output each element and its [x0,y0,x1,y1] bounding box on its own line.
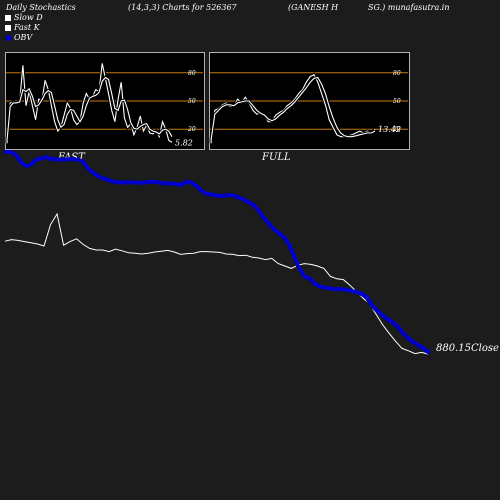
full-fast-k-outline [209,72,377,144]
close-price-line [4,212,429,355]
slow-d-swatch [5,15,11,21]
legend-slow-d: Slow D [5,13,43,22]
full-slow-d-line [210,76,376,141]
full-last-value-label: 13.42 [378,125,401,134]
obv-swatch [5,35,11,41]
full-panel-label: FULL [262,152,291,163]
company-suffix: SG.) munafasutra.in [368,3,450,12]
chart-params: (14,3,3) Charts for 526367 [128,3,237,12]
legend-label: Slow D [14,13,43,22]
full-fast-k-line [210,73,376,144]
fast-y-tick-80: 80 [188,70,196,77]
legend-obv: OBV [5,33,32,42]
legend-label: Fast K [14,23,40,32]
full-y-tick-80: 80 [393,70,401,77]
fast-k-swatch [5,25,11,31]
fast-slow-d-line [6,76,173,141]
fast-fast-k-line [6,63,173,144]
last-close-label: 880.15Close [436,343,499,354]
company-name: (GANESH H [288,3,339,12]
fast-y-tick-20: 20 [187,126,196,133]
fast-y-tick-50: 50 [188,98,196,105]
legend-label: OBV [14,33,33,42]
fast-last-value-label: 5.82 [175,138,193,147]
full-y-tick-20: 20 [392,126,401,133]
chart-title: Daily Stochastics [6,3,76,12]
legend-fast-k: Fast K [5,23,40,32]
full-y-tick-50: 50 [393,98,401,105]
obv-line [3,150,430,354]
full-slow-d-outline [209,75,376,141]
